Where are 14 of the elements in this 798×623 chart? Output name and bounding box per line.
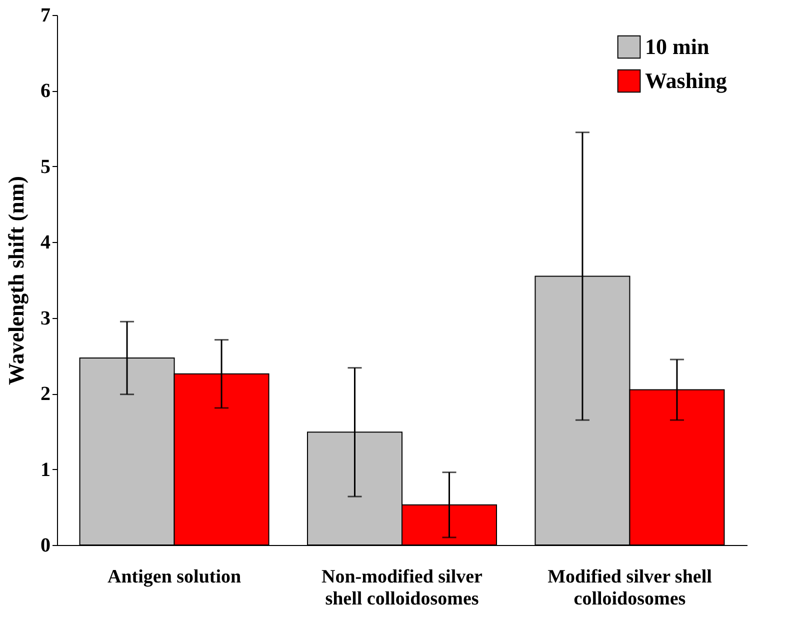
y-tick-label: 3 (40, 307, 50, 330)
x-tick-label: Non-modified silver shell colloidosomes (322, 566, 484, 610)
y-axis-title: Wavelength shift (nm) (4, 176, 28, 385)
x-tick-label: Antigen solution (107, 566, 242, 588)
y-tick-label: 2 (40, 383, 50, 406)
y-tick-label: 5 (40, 156, 50, 178)
y-tick-label: 0 (40, 534, 50, 556)
legend-label: Washing (645, 68, 727, 93)
y-tick-label: 4 (40, 232, 50, 254)
legend-label: 10 min (645, 34, 710, 59)
y-tick-label: 1 (40, 458, 50, 481)
y-tick-label: 6 (40, 80, 50, 102)
y-tick-label: 7 (40, 4, 50, 26)
x-tick-label: Modified silver shell colloidosomes (548, 566, 712, 610)
